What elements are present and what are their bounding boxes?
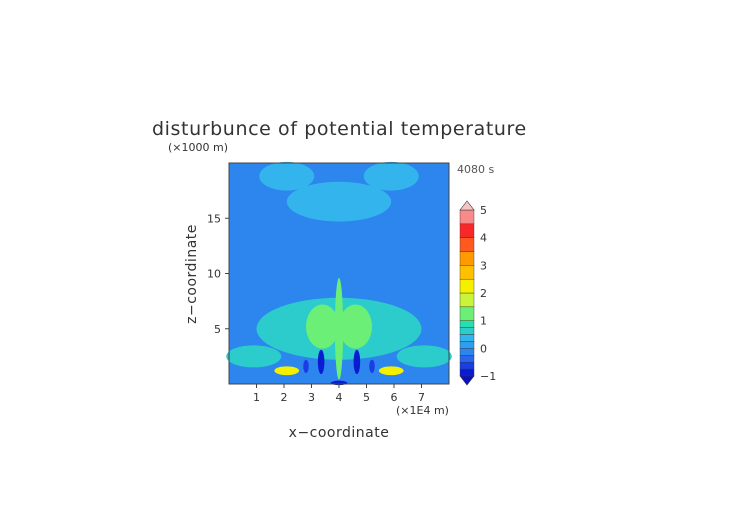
field-feature-3 — [363, 161, 419, 191]
x-axis-label: x−coordinate — [289, 425, 390, 441]
colorbar-overflow-arrow — [459, 200, 475, 211]
x-tick-label-7: 7 — [418, 391, 425, 404]
colorbar-level-9 — [459, 292, 475, 308]
colorbar-level-12 — [459, 251, 475, 266]
x-tick-label-1: 1 — [253, 391, 260, 404]
colorbar-level-7 — [459, 320, 475, 328]
colorbar-level-4 — [459, 341, 475, 349]
field-feature-5 — [396, 345, 452, 368]
y-axis-label: z−coordinate — [184, 224, 200, 324]
colorbar-level-14 — [459, 223, 475, 238]
colorbar-level-0 — [459, 368, 475, 377]
colorbar-level-10 — [459, 278, 475, 294]
colorbar-level-6 — [459, 327, 475, 335]
colorbar-level-13 — [459, 237, 475, 252]
colorbar-level-5 — [459, 334, 475, 342]
x-tick-label-6: 6 — [391, 391, 398, 404]
x-tick-label-2: 2 — [281, 391, 288, 404]
colorbar: −1 0 1 2 3 4 5 — [459, 200, 496, 386]
time-label: 4080 s — [457, 163, 494, 176]
field-feature-2 — [259, 161, 315, 191]
field-feature-9 — [378, 366, 404, 376]
colorbar-level-1 — [459, 361, 475, 370]
field-feature-6 — [306, 304, 339, 349]
colorbar-level-8 — [459, 306, 475, 321]
colorbar-tick-label-0: −1 — [480, 370, 496, 383]
contour-fields — [226, 161, 452, 386]
chart-title: disturbunce of potential temperature — [152, 118, 527, 140]
x-tick-label-4: 4 — [336, 391, 343, 404]
y-tick-label-10: 10 — [207, 268, 221, 281]
y-tick-label-5: 5 — [214, 323, 221, 336]
x-axis-ticks: 1 2 3 4 5 6 7 — [253, 384, 425, 404]
field-feature-7 — [339, 304, 372, 349]
colorbar-level-2 — [459, 355, 475, 363]
x-unit-label: (×1E4 m) — [396, 404, 449, 417]
field-feature-1 — [286, 181, 392, 222]
colorbar-tick-label-1: 0 — [480, 342, 487, 355]
colorbar-tick-label-3: 2 — [480, 287, 487, 300]
colorbar-tick-label-4: 3 — [480, 259, 487, 272]
field-feature-4 — [226, 345, 282, 368]
y-axis-ticks: 5 10 15 — [207, 212, 229, 336]
plot-area — [226, 161, 452, 386]
colorbar-level-15 — [459, 209, 475, 225]
field-feature-12 — [353, 349, 361, 375]
colorbar-level-11 — [459, 265, 475, 280]
colorbar-tick-label-6: 5 — [480, 204, 487, 217]
x-tick-label-5: 5 — [363, 391, 370, 404]
field-feature-11 — [317, 349, 325, 375]
field-feature-10 — [334, 277, 344, 380]
colorbar-underflow-arrow — [459, 375, 475, 386]
field-feature-14 — [369, 359, 375, 373]
colorbar-tick-label-5: 4 — [480, 232, 487, 245]
field-feature-8 — [274, 366, 300, 376]
field-feature-13 — [303, 359, 309, 373]
colorbar-tick-label-2: 1 — [480, 315, 487, 328]
y-tick-label-15: 15 — [207, 212, 221, 225]
colorbar-level-3 — [459, 348, 475, 356]
y-unit-label: (×1000 m) — [168, 141, 228, 154]
x-tick-label-3: 3 — [308, 391, 315, 404]
